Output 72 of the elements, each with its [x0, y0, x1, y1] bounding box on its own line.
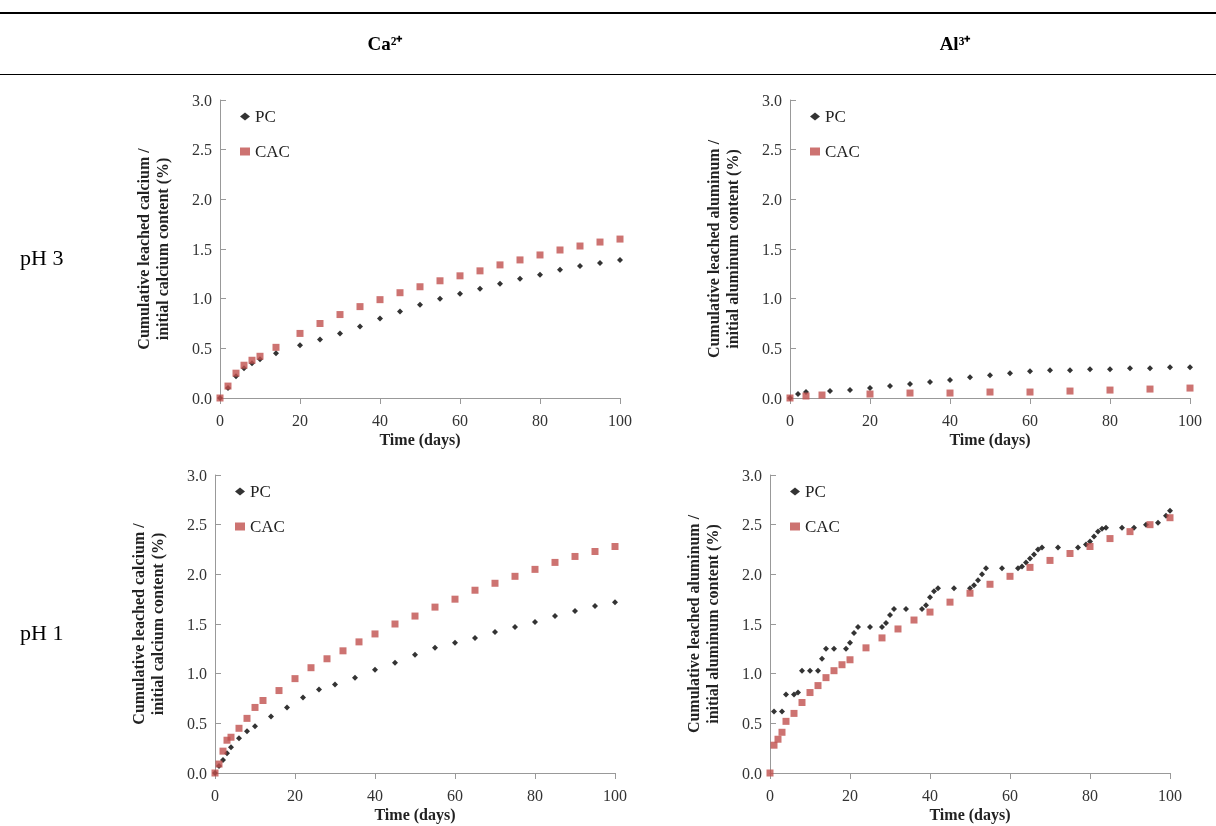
- y-tick-label: 2.5: [187, 516, 207, 534]
- legend-label: PC: [805, 482, 826, 501]
- y-tick-label: 0.0: [192, 389, 212, 407]
- y-tick-label: 3.0: [762, 91, 782, 109]
- y-tick-label: 0.5: [742, 714, 762, 732]
- x-tick-label: 60: [447, 786, 463, 804]
- y-tick-label: 1.5: [187, 615, 207, 633]
- chart-title: Al³⁺: [938, 32, 972, 56]
- y-axis-title: Cumulative leached aluminum / initial aluminum content (%): [705, 139, 742, 359]
- x-axis-title: Time (days): [928, 806, 1012, 824]
- x-tick-label: 20: [842, 786, 858, 804]
- x-tick-label: 0: [766, 786, 774, 804]
- y-tick-label: 0.5: [187, 714, 207, 732]
- x-axis-title: Time (days): [373, 806, 457, 824]
- y-tick-label: 1.5: [192, 240, 212, 258]
- y-tick-label: 2.0: [187, 565, 207, 583]
- y-tick-label: 0.0: [762, 389, 782, 407]
- legend-label: PC: [250, 482, 271, 501]
- x-tick-label: 100: [603, 786, 627, 804]
- x-tick-label: 40: [942, 411, 958, 429]
- x-tick-label: 60: [1022, 411, 1038, 429]
- x-tick-label: 20: [862, 411, 878, 429]
- y-tick-label: 2.0: [192, 190, 212, 208]
- y-tick-label: 1.5: [742, 615, 762, 633]
- x-tick-label: 0: [786, 411, 794, 429]
- x-tick-label: 40: [372, 411, 388, 429]
- x-tick-label: 0: [211, 786, 219, 804]
- x-tick-label: 80: [532, 411, 548, 429]
- x-tick-label: 20: [287, 786, 303, 804]
- legend-label: CAC: [250, 517, 285, 536]
- x-tick-label: 0: [216, 411, 224, 429]
- y-tick-label: 1.0: [742, 665, 762, 683]
- y-axis-title: Cumulative leached aluminum / initial aluminum content (%): [685, 514, 722, 734]
- y-tick-label: 1.5: [762, 240, 782, 258]
- y-tick-label: 3.0: [742, 466, 762, 484]
- y-axis-title: Cumulative leached calcium / initial calcium content (%): [135, 147, 172, 350]
- x-tick-label: 20: [292, 411, 308, 429]
- y-tick-label: 1.0: [192, 290, 212, 308]
- y-tick-label: 2.0: [762, 190, 782, 208]
- x-axis-title: Time (days): [948, 431, 1032, 449]
- y-tick-label: 3.0: [187, 466, 207, 484]
- y-axis-title: Cumulative leached calcium / initial calcium content (%): [130, 522, 167, 725]
- y-tick-label: 3.0: [192, 91, 212, 109]
- y-tick-label: 0.5: [762, 339, 782, 357]
- x-tick-label: 80: [1082, 786, 1098, 804]
- y-tick-label: 2.5: [192, 141, 212, 159]
- x-tick-label: 60: [452, 411, 468, 429]
- legend-label: CAC: [255, 142, 290, 161]
- x-axis-title: Time (days): [378, 431, 462, 449]
- legend-label: PC: [255, 107, 276, 126]
- x-tick-label: 80: [1102, 411, 1118, 429]
- y-tick-label: 1.0: [187, 665, 207, 683]
- text: pH 3: [20, 245, 65, 271]
- legend-label: CAC: [825, 142, 860, 161]
- y-tick-label: 0.0: [742, 764, 762, 782]
- y-tick-label: 1.0: [762, 290, 782, 308]
- x-tick-label: 80: [527, 786, 543, 804]
- x-tick-label: 100: [1178, 411, 1202, 429]
- legend-label: PC: [825, 107, 846, 126]
- x-tick-label: 100: [608, 411, 632, 429]
- y-tick-label: 0.5: [192, 339, 212, 357]
- legend-label: CAC: [805, 517, 840, 536]
- y-tick-label: 2.5: [762, 141, 782, 159]
- x-tick-label: 60: [1002, 786, 1018, 804]
- x-tick-label: 100: [1158, 786, 1182, 804]
- x-tick-label: 40: [367, 786, 383, 804]
- x-tick-label: 40: [922, 786, 938, 804]
- chart-title: Ca²⁺: [366, 32, 404, 56]
- y-tick-label: 0.0: [187, 764, 207, 782]
- text: pH 1: [20, 620, 65, 646]
- y-tick-label: 2.5: [742, 516, 762, 534]
- y-tick-label: 2.0: [742, 565, 762, 583]
